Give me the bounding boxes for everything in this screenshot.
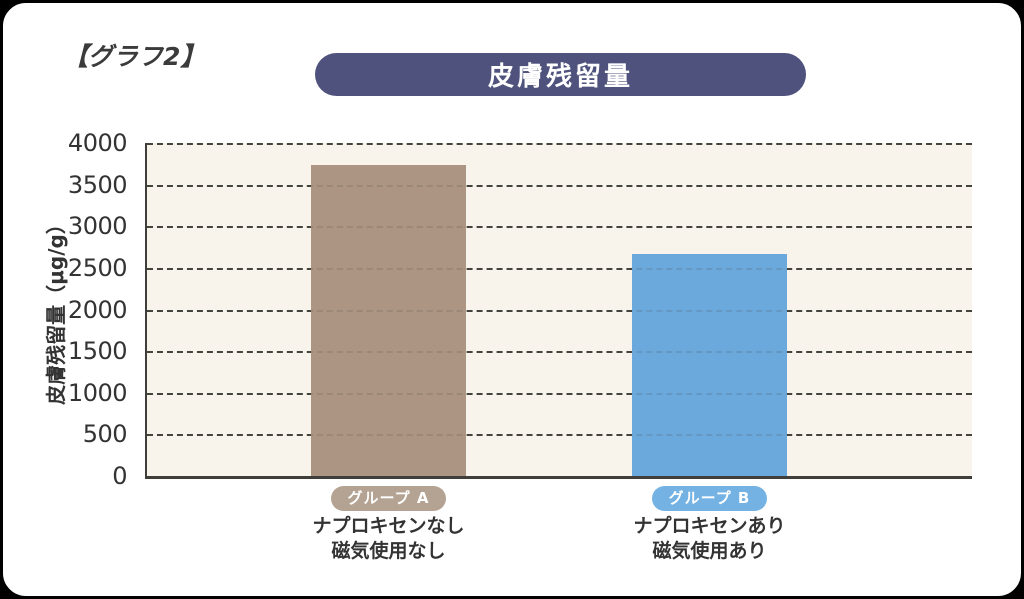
y-tick-label: 2000 bbox=[67, 295, 128, 324]
gridline-overlay bbox=[147, 184, 972, 187]
gridline-overlay bbox=[147, 392, 972, 395]
y-axis-ticks: 0 500 1000 1500 2000 2500 3000 3500 4000 bbox=[3, 129, 133, 490]
group-badge: グループ B bbox=[651, 486, 768, 511]
gridline bbox=[147, 434, 972, 437]
bar-group-a bbox=[311, 165, 466, 476]
y-tick-label: 1500 bbox=[67, 337, 128, 366]
gridline bbox=[147, 143, 972, 145]
y-tick-label: 1000 bbox=[67, 378, 128, 407]
x-label-group-b: グループ B ナプロキセンあり 磁気使用あり bbox=[600, 486, 820, 564]
gridline bbox=[147, 226, 972, 229]
gridline bbox=[147, 309, 972, 312]
y-tick-label: 3500 bbox=[67, 170, 128, 199]
y-tick-label: 0 bbox=[112, 462, 127, 490]
gridline-overlay bbox=[147, 434, 972, 437]
gridline bbox=[147, 351, 972, 354]
gridline-overlay bbox=[147, 351, 972, 354]
group-sublabel: ナプロキセンあり bbox=[633, 515, 786, 537]
x-label-group-a: グループ A ナプロキセンなし 磁気使用なし bbox=[279, 486, 499, 564]
y-tick-label: 3000 bbox=[67, 212, 128, 241]
plot-area bbox=[145, 143, 972, 479]
group-sublabel: ナプロキセンなし bbox=[312, 515, 465, 537]
y-tick-label: 500 bbox=[82, 420, 128, 449]
chart-title: 皮膚残留量 bbox=[487, 62, 633, 92]
group-sublabel: 磁気使用なし bbox=[331, 540, 446, 562]
graph-number-label: 【グラフ2】 bbox=[63, 42, 206, 71]
chart-title-pill: 皮膚残留量 bbox=[315, 53, 806, 96]
gridline-overlay bbox=[147, 143, 972, 145]
gridline-overlay bbox=[147, 309, 972, 312]
gridline bbox=[147, 392, 972, 395]
y-tick-label: 4000 bbox=[67, 129, 128, 157]
bar-group-b bbox=[632, 254, 787, 476]
y-tick-label: 2500 bbox=[67, 253, 128, 282]
group-badge: グループ A bbox=[330, 486, 447, 511]
gridline-overlay bbox=[147, 226, 972, 229]
group-sublabel: 磁気使用あり bbox=[652, 540, 767, 562]
gridline bbox=[147, 267, 972, 270]
gridline-overlay bbox=[147, 267, 972, 270]
gridline bbox=[147, 184, 972, 187]
